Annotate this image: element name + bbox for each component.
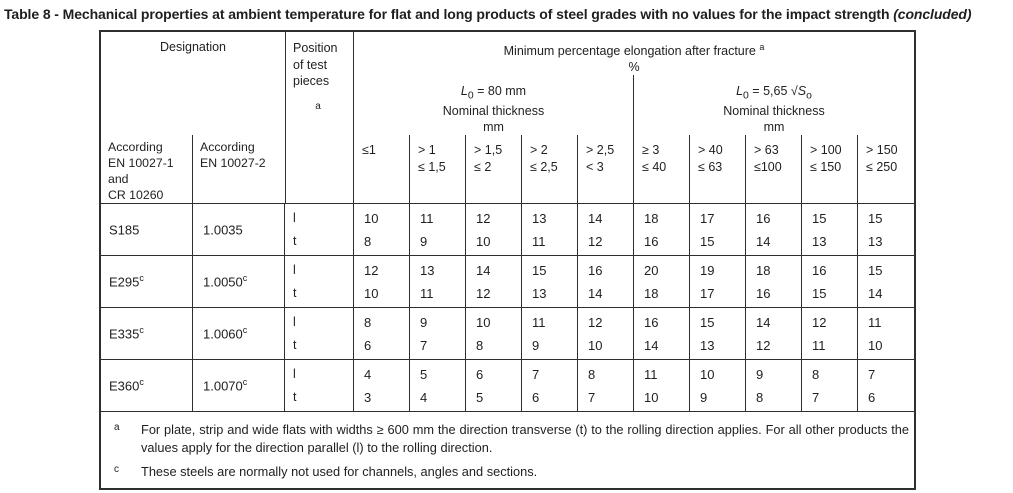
elongation-value-cell: 10 9: [690, 360, 746, 413]
elongation-value-cell: 11 9: [410, 204, 466, 257]
steel-number-cell: 1.0035: [193, 204, 285, 257]
elongation-value-cell: 12 10: [354, 256, 410, 309]
thickness-range-cell: > 1 ≤ 1,5: [410, 135, 466, 205]
gauge-565-header-cell: L0 = 5,65 √So Nominal thickness mm: [723, 84, 825, 134]
elongation-header-label: Minimum percentage elongation after frac…: [503, 44, 756, 59]
footnote-a: a For plate, strip and wide flats with w…: [101, 421, 914, 456]
elongation-value-cell: 12 10: [578, 308, 634, 361]
elongation-footnote-mark: a: [759, 42, 765, 52]
grade-name-cell: E335c: [101, 308, 193, 361]
designation-header-cell: Designation: [101, 32, 285, 135]
thickness-range-cell: > 63 ≤100: [746, 135, 802, 205]
elongation-value-cell: 19 17: [690, 256, 746, 309]
elongation-value-cell: 18 16: [634, 204, 690, 257]
elongation-value-cell: 20 18: [634, 256, 690, 309]
grade-name-cell: E360c: [101, 360, 193, 413]
gauge-80-header-cell: L0 = 80 mm Nominal thickness mm: [354, 75, 634, 136]
elongation-value-cell: 17 15: [690, 204, 746, 257]
elongation-unit: %: [628, 60, 640, 75]
footnotes-row: a For plate, strip and wide flats with w…: [101, 412, 914, 488]
according-en10027-1-cell: According EN 10027-1 and CR 10260: [101, 135, 193, 205]
steel-number-cell: 1.0050c: [193, 256, 285, 309]
properties-table: Designation Position of test pieces a Mi…: [99, 30, 916, 490]
elongation-value-cell: 16 15: [802, 256, 858, 309]
thickness-range-cell: > 2 ≤ 2,5: [522, 135, 578, 205]
footnote-c: c These steels are normally not used for…: [101, 463, 914, 481]
steel-number-cell: 1.0070c: [193, 360, 285, 413]
position-footnote-mark: a: [315, 100, 321, 112]
elongation-value-cell: 13 11: [410, 256, 466, 309]
elongation-value-cell: 16 14: [746, 204, 802, 257]
elongation-value-cell: 15 14: [858, 256, 914, 309]
thickness-range-cell: ≤1: [354, 135, 410, 205]
elongation-value-cell: 11 9: [522, 308, 578, 361]
elongation-value-cell: 14 12: [746, 308, 802, 361]
footnote-a-text: For plate, strip and wide flats with wid…: [141, 422, 909, 455]
designation-header-label: Designation: [159, 40, 226, 54]
thickness-range-cell: > 100 ≤ 150: [802, 135, 858, 205]
table-title-suffix: (concluded): [893, 6, 972, 22]
elongation-value-cell: 10 8: [466, 308, 522, 361]
thickness-range-cell: > 1,5 ≤ 2: [466, 135, 522, 205]
header-row-3: According EN 10027-1 and CR 10260 Accord…: [101, 135, 914, 205]
elongation-value-cell: 15 13: [690, 308, 746, 361]
grade-name-cell: S185: [101, 204, 193, 257]
thickness-range-cell: > 2,5 < 3: [578, 135, 634, 205]
header-row-2: L0 = 80 mm Nominal thickness mm L0 = 5,6…: [101, 75, 914, 136]
elongation-value-cell: 16 14: [578, 256, 634, 309]
sqrt-symbol: √: [790, 84, 798, 99]
thickness-range-cell: > 150 ≤ 250: [858, 135, 914, 205]
thickness-range-cell: ≥ 3 ≤ 40: [634, 135, 690, 205]
elongation-value-cell: 12 11: [802, 308, 858, 361]
elongation-value-cell: 12 10: [466, 204, 522, 257]
footnote-c-text: These steels are normally not used for c…: [141, 464, 538, 480]
steel-number-cell: 1.0060c: [193, 308, 285, 361]
according-en10027-2-cell: According EN 10027-2: [193, 135, 285, 205]
elongation-value-cell: 10 8: [354, 204, 410, 257]
position-header-cell: Position of test pieces a: [285, 32, 354, 205]
footnote-a-mark: a: [114, 422, 120, 434]
table-title-text: Table 8 - Mechanical properties at ambie…: [4, 6, 894, 22]
elongation-value-cell: 16 14: [634, 308, 690, 361]
elongation-value-cell: 18 16: [746, 256, 802, 309]
elongation-value-cell: 15 13: [858, 204, 914, 257]
grade-name-cell: E295c: [101, 256, 193, 309]
elongation-header-cell: Minimum percentage elongation after frac…: [354, 32, 914, 75]
elongation-value-cell: 15 13: [522, 256, 578, 309]
elongation-value-cell: 13 11: [522, 204, 578, 257]
elongation-value-cell: 11 10: [634, 360, 690, 413]
elongation-value-cell: 14 12: [578, 204, 634, 257]
footnote-c-mark: c: [114, 464, 119, 476]
page-title: Table 8 - Mechanical properties at ambie…: [4, 6, 972, 22]
thickness-range-cell: > 40 ≤ 63: [690, 135, 746, 205]
elongation-value-cell: 15 13: [802, 204, 858, 257]
footnotes-cell: a For plate, strip and wide flats with w…: [101, 412, 914, 488]
header-row-1: Designation Position of test pieces a Mi…: [101, 32, 914, 205]
elongation-value-cell: 14 12: [466, 256, 522, 309]
elongation-value-cell: 11 10: [858, 308, 914, 361]
